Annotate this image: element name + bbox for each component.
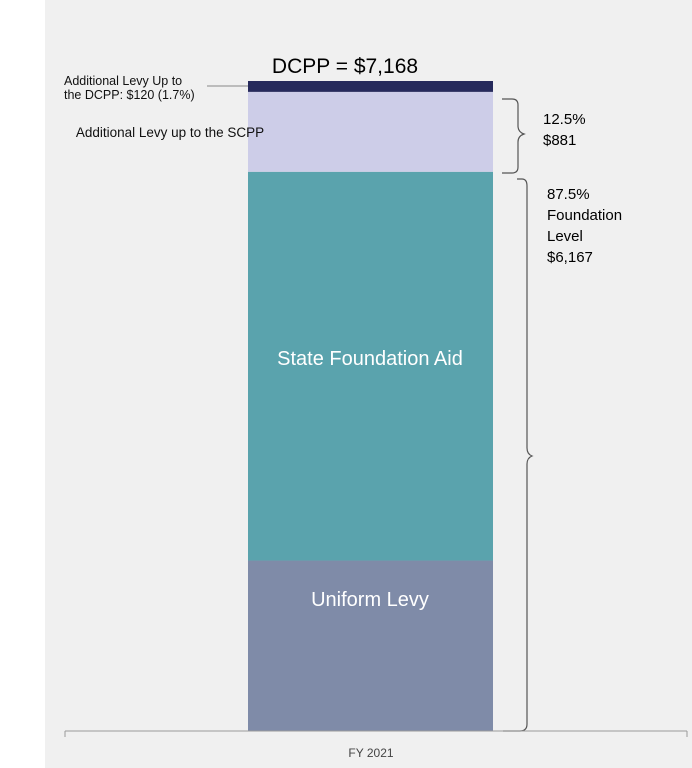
callout-text-line-2: the DCPP: $120 (1.7%)	[64, 88, 195, 102]
segment-label-additional-levy-scpp: Additional Levy up to the SCPP	[76, 125, 264, 140]
stacked-bar-chart: Additional Levy up to the SCPP State Fou…	[64, 55, 688, 760]
scpp-amount: $881	[543, 132, 576, 149]
foundation-amount: $6,167	[547, 249, 593, 266]
foundation-brace	[503, 178, 534, 732]
callout-text-line-1: Additional Levy Up to	[64, 74, 182, 88]
segment-label-uniform-levy: Uniform Levy	[311, 589, 429, 611]
foundation-level-word: Level	[547, 228, 583, 245]
foundation-percent: 87.5%	[547, 186, 590, 203]
bar-segment-additional-levy-up-to-the-scpp	[248, 91, 493, 172]
bar-segment-uniform-levy	[248, 560, 493, 731]
scpp-percent: 12.5%	[543, 111, 586, 128]
segment-label-state-foundation-aid: State Foundation Aid	[277, 348, 463, 370]
x-tick-label-fy2021: FY 2021	[348, 746, 393, 760]
dcpp-callout: Additional Levy Up to the DCPP: $120 (1.…	[64, 74, 248, 102]
foundation-bracket: 87.5% Foundation Level $6,167	[503, 178, 622, 732]
chart-area: Additional Levy up to the SCPP State Fou…	[45, 0, 692, 768]
bar-segment-state-foundation-aid	[248, 171, 493, 561]
scpp-brace	[502, 98, 526, 174]
total-label: DCPP = $7,168	[272, 55, 418, 78]
bar-segment-additional-levy-up-to-the-dcpp	[248, 81, 493, 92]
bar-stack	[248, 81, 493, 731]
scpp-bracket: 12.5% $881	[502, 98, 586, 174]
segment-labels: Additional Levy up to the SCPP State Fou…	[76, 125, 463, 611]
foundation-word: Foundation	[547, 207, 622, 224]
x-axis: FY 2021	[64, 730, 688, 760]
